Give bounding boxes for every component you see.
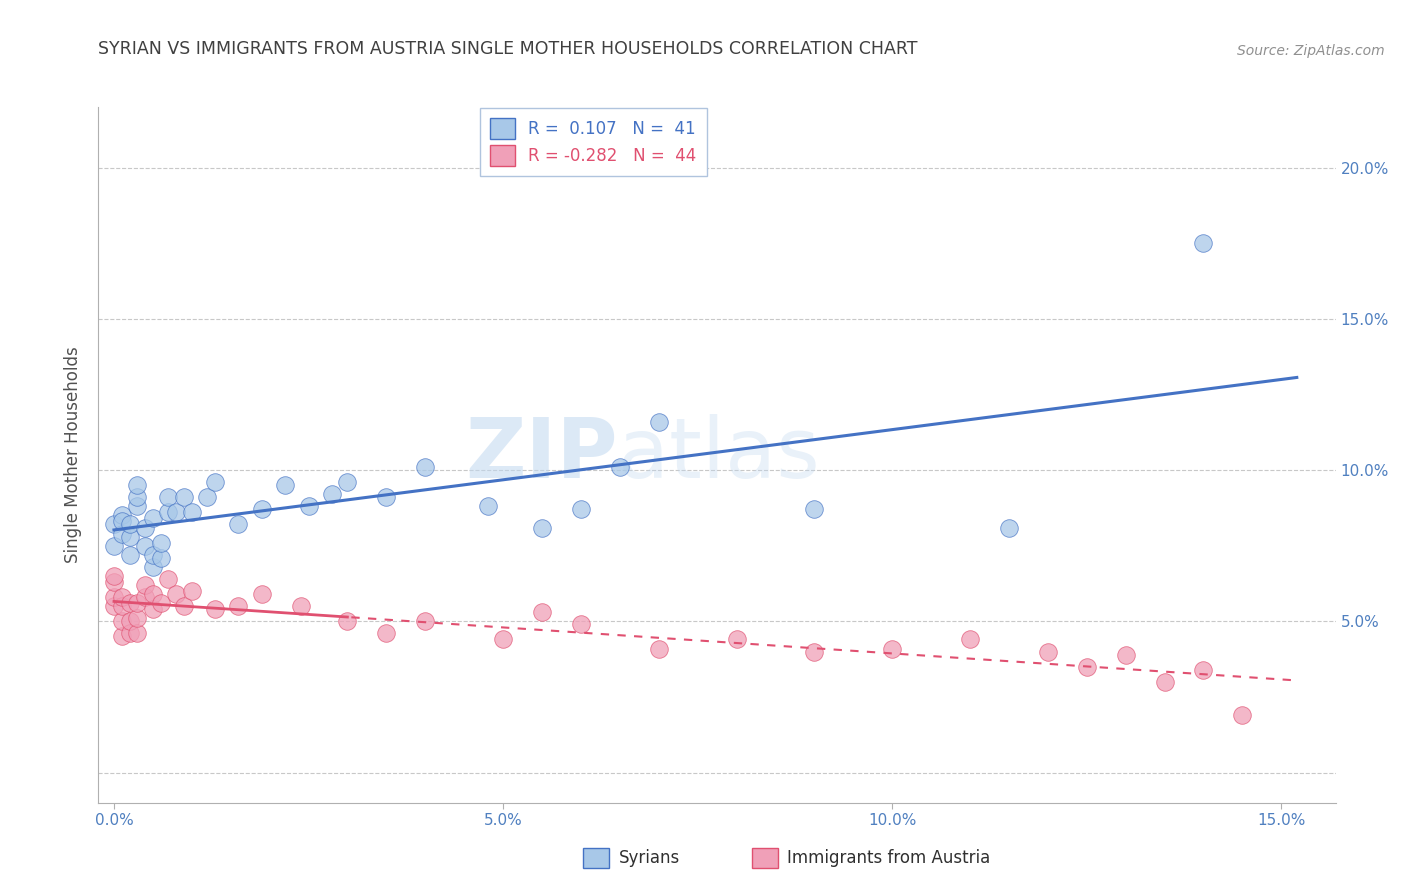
Point xyxy=(1153,674,1175,689)
Text: SYRIAN VS IMMIGRANTS FROM AUSTRIA SINGLE MOTHER HOUSEHOLDS CORRELATION CHART: SYRIAN VS IMMIGRANTS FROM AUSTRIA SINGLE… xyxy=(98,40,918,58)
Point xyxy=(103,517,125,532)
Point xyxy=(127,596,149,610)
Point xyxy=(127,626,149,640)
Point xyxy=(111,508,134,523)
Point xyxy=(157,505,180,519)
Point xyxy=(530,520,553,534)
Point xyxy=(134,520,156,534)
Point xyxy=(149,550,172,565)
Point xyxy=(647,641,669,656)
Point xyxy=(149,535,172,549)
Point xyxy=(959,632,981,647)
Point xyxy=(882,641,904,656)
Point xyxy=(118,517,141,532)
Point xyxy=(157,490,180,504)
Point xyxy=(165,587,187,601)
Point xyxy=(134,590,156,604)
Point xyxy=(127,490,149,504)
Point xyxy=(530,605,553,619)
Point xyxy=(165,505,187,519)
Point xyxy=(375,626,398,640)
Point xyxy=(477,500,499,514)
Point xyxy=(118,530,141,544)
Point xyxy=(413,460,436,475)
Point xyxy=(103,599,125,614)
Point xyxy=(111,515,134,529)
Point xyxy=(180,584,202,599)
Point xyxy=(569,502,592,516)
Point xyxy=(134,539,156,553)
Point xyxy=(1036,644,1059,658)
Point xyxy=(609,460,631,475)
Point xyxy=(1192,663,1215,677)
Text: atlas: atlas xyxy=(619,415,820,495)
Point xyxy=(492,632,515,647)
Point xyxy=(274,478,297,492)
Point xyxy=(204,475,226,490)
Point xyxy=(111,526,134,541)
Point xyxy=(142,548,165,562)
Point xyxy=(103,574,125,589)
Point xyxy=(157,572,180,586)
Point xyxy=(142,559,165,574)
Y-axis label: Single Mother Households: Single Mother Households xyxy=(65,347,83,563)
Text: ZIP: ZIP xyxy=(465,415,619,495)
Point xyxy=(111,629,134,643)
Point xyxy=(375,490,398,504)
Point xyxy=(118,626,141,640)
Text: Source: ZipAtlas.com: Source: ZipAtlas.com xyxy=(1237,44,1385,58)
Point xyxy=(1115,648,1137,662)
Point xyxy=(142,602,165,616)
Point xyxy=(103,590,125,604)
Point xyxy=(998,520,1021,534)
Point xyxy=(290,599,312,614)
Point xyxy=(204,602,226,616)
Point xyxy=(336,475,359,490)
Point xyxy=(336,615,359,629)
FancyBboxPatch shape xyxy=(752,848,778,868)
Point xyxy=(127,478,149,492)
Point xyxy=(118,548,141,562)
Point xyxy=(173,490,195,504)
Point xyxy=(111,590,134,604)
Point xyxy=(134,578,156,592)
Point xyxy=(127,500,149,514)
Point xyxy=(111,599,134,614)
FancyBboxPatch shape xyxy=(583,848,609,868)
Point xyxy=(142,511,165,525)
Point xyxy=(103,569,125,583)
Text: Immigrants from Austria: Immigrants from Austria xyxy=(787,849,991,867)
Point xyxy=(180,505,202,519)
Text: Syrians: Syrians xyxy=(619,849,681,867)
Point xyxy=(321,487,343,501)
Point xyxy=(297,500,319,514)
Point xyxy=(1076,659,1098,673)
Point xyxy=(103,539,125,553)
Point xyxy=(118,596,141,610)
Point xyxy=(250,587,273,601)
Point xyxy=(195,490,218,504)
Point xyxy=(1192,236,1215,251)
Point xyxy=(149,596,172,610)
Point xyxy=(111,615,134,629)
Legend: R =  0.107   N =  41, R = -0.282   N =  44: R = 0.107 N = 41, R = -0.282 N = 44 xyxy=(479,109,707,176)
Point xyxy=(228,517,250,532)
Point xyxy=(228,599,250,614)
Point xyxy=(647,415,669,429)
Point xyxy=(173,599,195,614)
Point xyxy=(413,615,436,629)
Point xyxy=(569,617,592,632)
Point xyxy=(250,502,273,516)
Point xyxy=(725,632,748,647)
Point xyxy=(127,611,149,625)
Point xyxy=(803,502,825,516)
Point xyxy=(118,615,141,629)
Point xyxy=(1232,708,1254,723)
Point xyxy=(142,587,165,601)
Point xyxy=(803,644,825,658)
